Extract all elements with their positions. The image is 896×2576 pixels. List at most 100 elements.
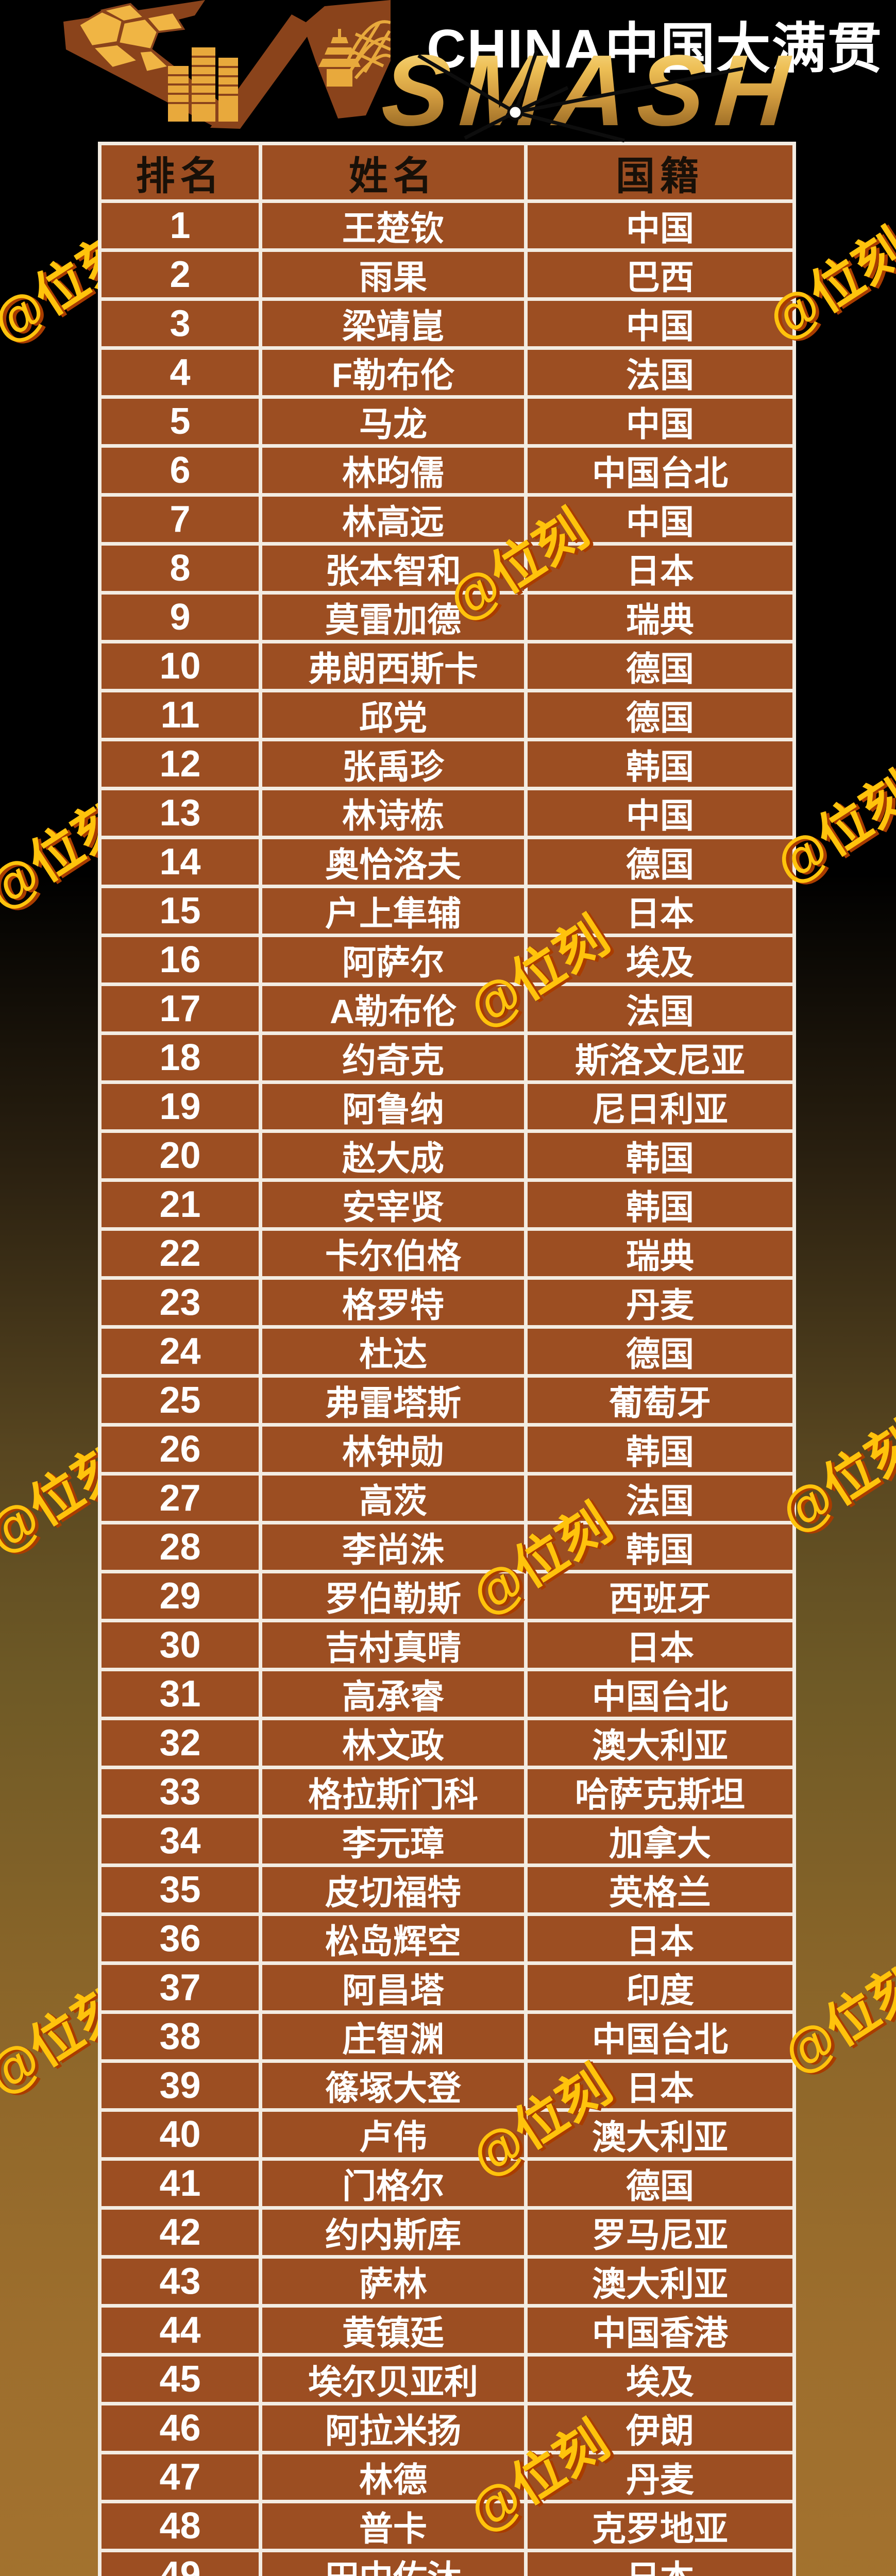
smash-wordmark: SMASH: [379, 34, 814, 147]
country-cell: 中国: [528, 497, 792, 542]
player-name-cell: 林诗栋: [262, 790, 524, 836]
player-name-cell: 阿鲁纳: [262, 1084, 524, 1129]
player-name-cell: 林钟勋: [262, 1427, 524, 1472]
skyline-icon: [168, 47, 238, 122]
player-name-cell: 吉村真晴: [262, 1622, 524, 1668]
rank-cell: 2: [102, 252, 259, 297]
country-cell: 中国: [528, 301, 792, 346]
rank-cell: 18: [102, 1035, 259, 1080]
player-name-cell: 普卡: [262, 2503, 524, 2549]
country-cell: 澳大利亚: [528, 1720, 792, 1766]
player-name-cell: 皮切福特: [262, 1867, 524, 1912]
rank-cell: 33: [102, 1769, 259, 1815]
rank-cell: 37: [102, 1965, 259, 2010]
rank-cell: 26: [102, 1427, 259, 1472]
player-name-cell: 赵大成: [262, 1133, 524, 1178]
country-cell: 中国: [528, 399, 792, 444]
country-cell: 中国台北: [528, 448, 792, 493]
country-cell: 韩国: [528, 741, 792, 787]
player-name-cell: 张本智和: [262, 546, 524, 591]
country-cell: 法国: [528, 350, 792, 395]
country-cell: 法国: [528, 1476, 792, 1521]
player-name-cell: 阿昌塔: [262, 1965, 524, 2010]
birds-nest-icon: [346, 20, 391, 79]
rank-cell: 46: [102, 2405, 259, 2451]
player-name-cell: 松岛辉空: [262, 1916, 524, 1961]
rank-cell: 19: [102, 1084, 259, 1129]
player-name-cell: 罗伯勒斯: [262, 1573, 524, 1619]
rank-cell: 36: [102, 1916, 259, 1961]
country-cell: 印度: [528, 1965, 792, 2010]
country-cell: 韩国: [528, 1182, 792, 1227]
rank-cell: 24: [102, 1329, 259, 1374]
beijing-landmarks-logo: [63, 0, 391, 129]
player-name-cell: 格罗特: [262, 1280, 524, 1325]
country-cell: 法国: [528, 986, 792, 1031]
rank-cell: 45: [102, 2357, 259, 2402]
rank-cell: 20: [102, 1133, 259, 1178]
column-header-name: 姓名: [262, 145, 524, 199]
rank-cell: 32: [102, 1720, 259, 1766]
country-cell: 中国香港: [528, 2308, 792, 2353]
country-cell: 日本: [528, 1916, 792, 1961]
country-cell: 德国: [528, 643, 792, 689]
player-name-cell: 安宰贤: [262, 1182, 524, 1227]
country-cell: 英格兰: [528, 1867, 792, 1912]
player-name-cell: 卡尔伯格: [262, 1231, 524, 1276]
rank-cell: 13: [102, 790, 259, 836]
country-cell: 瑞典: [528, 1231, 792, 1276]
rank-cell: 47: [102, 2454, 259, 2500]
country-cell: 澳大利亚: [528, 2112, 792, 2157]
rank-cell: 12: [102, 741, 259, 787]
rank-cell: 49: [102, 2552, 259, 2576]
rank-cell: 31: [102, 1671, 259, 1717]
player-name-cell: 王楚钦: [262, 203, 524, 248]
player-name-cell: 阿拉米扬: [262, 2405, 524, 2451]
country-cell: 西班牙: [528, 1573, 792, 1619]
column-header-rank: 排名: [102, 145, 259, 199]
country-cell: 德国: [528, 692, 792, 738]
rank-cell: 27: [102, 1476, 259, 1521]
rank-cell: 21: [102, 1182, 259, 1227]
country-cell: 巴西: [528, 252, 792, 297]
country-cell: 中国台北: [528, 2014, 792, 2059]
player-name-cell: 杜达: [262, 1329, 524, 1374]
rank-cell: 16: [102, 937, 259, 982]
player-name-cell: 卢伟: [262, 2112, 524, 2157]
player-name-cell: 弗雷塔斯: [262, 1378, 524, 1423]
rank-cell: 41: [102, 2161, 259, 2206]
country-cell: 德国: [528, 2161, 792, 2206]
country-cell: 瑞典: [528, 595, 792, 640]
country-cell: 中国: [528, 790, 792, 836]
country-cell: 斯洛文尼亚: [528, 1035, 792, 1080]
player-name-cell: 马龙: [262, 399, 524, 444]
player-name-cell: F勒布伦: [262, 350, 524, 395]
player-name-cell: 雨果: [262, 252, 524, 297]
player-name-cell: 张禹珍: [262, 741, 524, 787]
rank-cell: 40: [102, 2112, 259, 2157]
player-name-cell: 约奇克: [262, 1035, 524, 1080]
rank-cell: 10: [102, 643, 259, 689]
rank-cell: 23: [102, 1280, 259, 1325]
country-cell: 尼日利亚: [528, 1084, 792, 1129]
rank-cell: 48: [102, 2503, 259, 2549]
player-name-cell: 李尚洙: [262, 1524, 524, 1570]
rank-cell: 6: [102, 448, 259, 493]
country-cell: 日本: [528, 1622, 792, 1668]
player-name-cell: 弗朗西斯卡: [262, 643, 524, 689]
rank-cell: 3: [102, 301, 259, 346]
country-cell: 罗马尼亚: [528, 2210, 792, 2255]
rank-cell: 22: [102, 1231, 259, 1276]
player-name-cell: 高承睿: [262, 1671, 524, 1717]
rank-cell: 4: [102, 350, 259, 395]
column-header-country: 国籍: [528, 145, 792, 199]
country-cell: 克罗地亚: [528, 2503, 792, 2549]
country-cell: 韩国: [528, 1524, 792, 1570]
country-cell: 日本: [528, 2552, 792, 2576]
player-name-cell: A勒布伦: [262, 986, 524, 1031]
player-name-cell: 梁靖崑: [262, 301, 524, 346]
country-cell: 埃及: [528, 2357, 792, 2402]
country-cell: 加拿大: [528, 1818, 792, 1863]
rank-cell: 38: [102, 2014, 259, 2059]
